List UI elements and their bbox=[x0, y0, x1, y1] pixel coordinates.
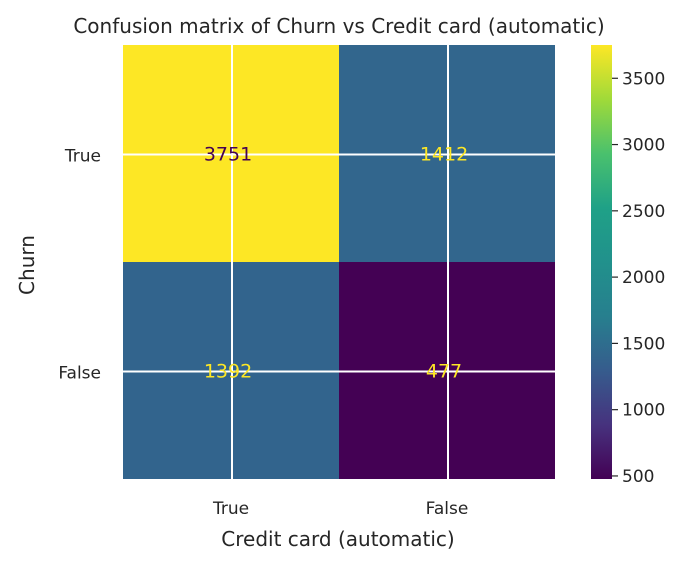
grid-lines bbox=[117, 45, 555, 479]
colorbar bbox=[591, 45, 612, 479]
x-tick-label: True bbox=[212, 499, 249, 519]
x-axis-label: Credit card (automatic) bbox=[221, 527, 454, 551]
colorbar-ticks: 500 1000 1500 2000 2500 3000 3500 bbox=[612, 69, 665, 487]
cell-value-label: 477 bbox=[426, 361, 462, 383]
colorbar-tick-label: 1000 bbox=[622, 401, 665, 421]
y-tick-label: True bbox=[64, 147, 101, 167]
cell-value-label: 1412 bbox=[420, 144, 468, 166]
x-tick-label: False bbox=[426, 499, 469, 519]
colorbar-tick-label: 2000 bbox=[622, 268, 665, 288]
cell-value-label: 3751 bbox=[204, 144, 252, 166]
heatmap-cells bbox=[123, 45, 555, 479]
colorbar-tick-label: 3500 bbox=[622, 69, 665, 89]
y-tick-label: False bbox=[58, 364, 101, 384]
colorbar-tick-label: 500 bbox=[622, 467, 654, 487]
cell-value-labels: 3751 1412 1392 477 bbox=[204, 144, 468, 383]
y-axis-label: Churn bbox=[15, 235, 39, 295]
chart-title: Confusion matrix of Churn vs Credit card… bbox=[73, 14, 604, 38]
x-tick-labels: True False bbox=[212, 499, 468, 519]
colorbar-tick-label: 2500 bbox=[622, 202, 665, 222]
cell-value-label: 1392 bbox=[204, 361, 252, 383]
colorbar-tick-label: 3000 bbox=[622, 136, 665, 156]
y-tick-labels: True False bbox=[58, 147, 101, 384]
colorbar-tick-label: 1500 bbox=[622, 334, 665, 354]
